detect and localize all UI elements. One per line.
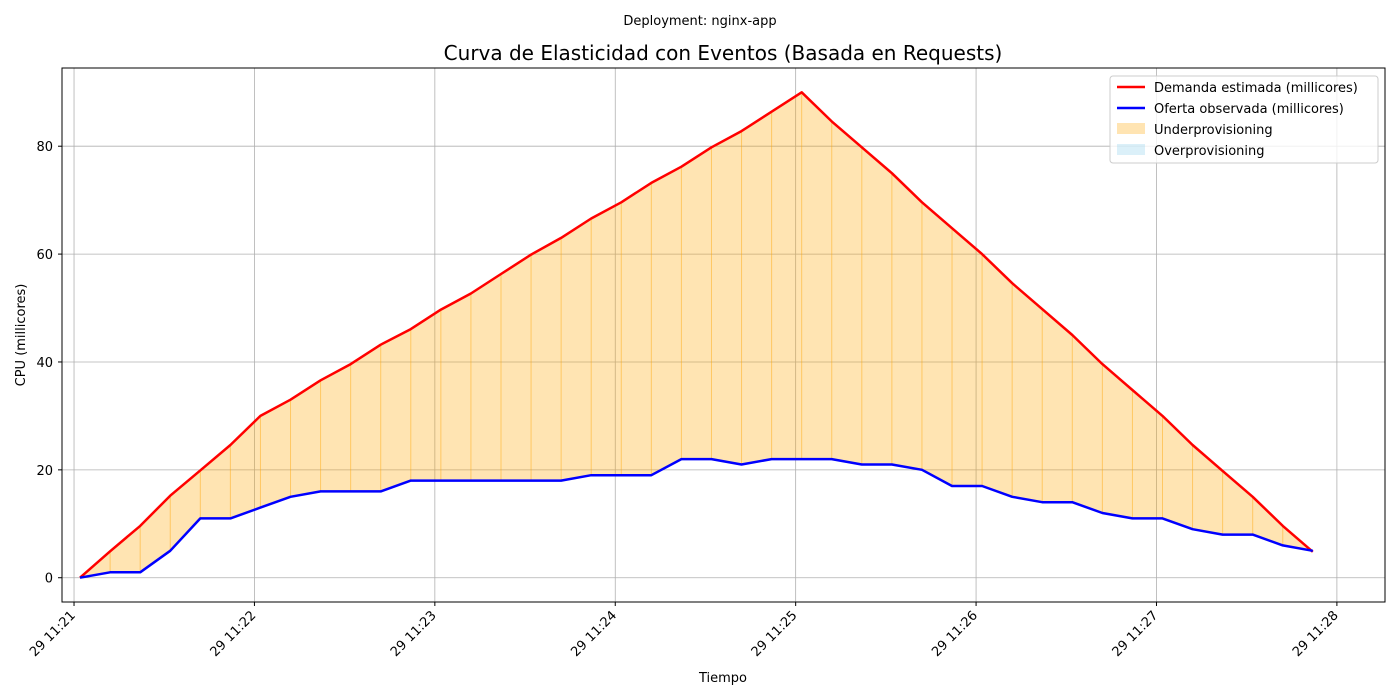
- y-axis-ticks: 0 20 40 60 80: [36, 140, 62, 587]
- plot-frame: [61, 67, 1386, 603]
- supply-line: [79, 457, 1314, 579]
- y-tick-label: 0: [45, 572, 53, 587]
- series-lines: [79, 91, 1314, 579]
- y-tick-label: 60: [36, 248, 53, 263]
- legend-supply-label: Oferta observada (millicores): [1154, 102, 1344, 117]
- legend-over-swatch: [1117, 144, 1145, 155]
- legend-demand-label: Demanda estimada (millicores): [1154, 81, 1358, 96]
- legend: Demanda estimada (millicores) Oferta obs…: [1109, 75, 1379, 164]
- legend-under-label: Underprovisioning: [1154, 123, 1273, 138]
- demand-line: [79, 91, 1314, 579]
- y-tick-label: 20: [36, 464, 53, 479]
- underprovisioning-fill: [80, 92, 1313, 578]
- grid-lines: [62, 68, 1385, 602]
- x-axis-label: Tiempo: [698, 671, 747, 686]
- legend-box: [1109, 75, 1379, 164]
- y-tick-label: 40: [36, 356, 53, 371]
- y-axis-label: CPU (millicores): [14, 284, 29, 387]
- y-tick-label: 80: [36, 140, 53, 155]
- underprovisioning-area: [80, 92, 1313, 578]
- legend-over-label: Overprovisioning: [1154, 144, 1265, 159]
- legend-under-swatch: [1117, 123, 1145, 134]
- chart-suptitle: Deployment: nginx-app: [623, 14, 776, 29]
- chart-title: Curva de Elasticidad con Eventos (Basada…: [444, 41, 1003, 65]
